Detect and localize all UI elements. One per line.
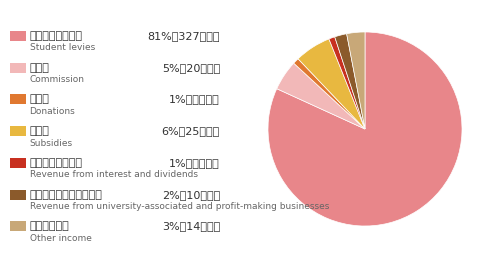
Text: 1%（５億円）: 1%（５億円） <box>169 94 220 104</box>
Wedge shape <box>346 32 365 129</box>
Text: 学生生徒等納付金: 学生生徒等納付金 <box>30 31 82 41</box>
Text: Commission: Commission <box>30 75 84 84</box>
Text: 2%（10億円）: 2%（10億円） <box>162 190 220 200</box>
Text: 寄付金: 寄付金 <box>30 94 50 104</box>
Text: Revenue from university-associated and profit-making businesses: Revenue from university-associated and p… <box>30 202 329 211</box>
Text: その他の収入: その他の収入 <box>30 221 69 231</box>
Wedge shape <box>329 37 365 129</box>
Text: 81%（327億円）: 81%（327億円） <box>148 31 220 41</box>
Text: 6%（25億円）: 6%（25億円） <box>162 126 220 136</box>
Text: 受取利息・配当金: 受取利息・配当金 <box>30 158 82 168</box>
Text: 1%（３億円）: 1%（３億円） <box>169 158 220 168</box>
Wedge shape <box>268 32 462 226</box>
Text: 補助金: 補助金 <box>30 126 50 136</box>
Wedge shape <box>277 63 365 129</box>
Wedge shape <box>334 34 365 129</box>
Text: Donations: Donations <box>30 107 75 116</box>
Text: 5%（20億円）: 5%（20億円） <box>162 63 220 73</box>
Text: 手数料: 手数料 <box>30 63 50 73</box>
Text: 3%（14億円）: 3%（14億円） <box>162 221 220 231</box>
Text: 付随事業・収益事業収入: 付随事業・収益事業収入 <box>30 190 102 200</box>
Text: Student levies: Student levies <box>30 43 95 52</box>
Wedge shape <box>294 59 365 129</box>
Wedge shape <box>298 39 365 129</box>
Text: Revenue from interest and dividends: Revenue from interest and dividends <box>30 170 198 179</box>
Text: Subsidies: Subsidies <box>30 139 72 148</box>
Text: Other income: Other income <box>30 234 92 243</box>
